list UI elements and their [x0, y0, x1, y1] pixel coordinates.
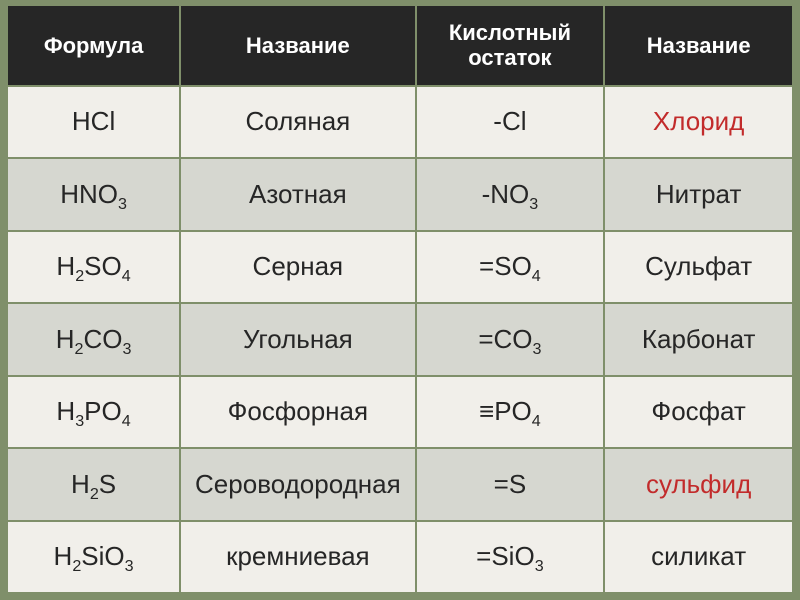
col-header-residue-name: Название — [605, 6, 792, 85]
cell-formula: HNO3 — [8, 159, 179, 229]
table-row: H3PO4Фосфорная≡PO4Фосфат — [8, 377, 792, 447]
table-row: H2SO4Серная=SO4Сульфат — [8, 232, 792, 302]
cell-residue: =SO4 — [417, 232, 604, 302]
col-header-name: Название — [181, 6, 414, 85]
cell-residue: -NO3 — [417, 159, 604, 229]
cell-formula: H3PO4 — [8, 377, 179, 447]
cell-residue: =SiO3 — [417, 522, 604, 593]
cell-residue-name: Карбонат — [605, 304, 792, 374]
col-header-formula: Формула — [8, 6, 179, 85]
cell-formula: H2CO3 — [8, 304, 179, 374]
cell-formula: HCl — [8, 87, 179, 157]
table-body: HClСоляная-ClХлоридHNO3Азотная-NO3Нитрат… — [8, 87, 792, 592]
cell-residue-name: Фосфат — [605, 377, 792, 447]
cell-name: Серная — [181, 232, 414, 302]
cell-formula: H2SiO3 — [8, 522, 179, 593]
cell-residue: ≡PO4 — [417, 377, 604, 447]
acid-table: Формула Название Кислотный остаток Назва… — [6, 4, 794, 594]
cell-name: Фосфорная — [181, 377, 414, 447]
cell-residue-name: сульфид — [605, 449, 792, 519]
cell-formula: H2S — [8, 449, 179, 519]
table-row: H2SСероводородная=Sсульфид — [8, 449, 792, 519]
col-header-residue: Кислотный остаток — [417, 6, 604, 85]
cell-residue-name: силикат — [605, 522, 792, 593]
cell-name: Угольная — [181, 304, 414, 374]
table-row: HNO3Азотная-NO3Нитрат — [8, 159, 792, 229]
cell-name: Азотная — [181, 159, 414, 229]
table-container: Формула Название Кислотный остаток Назва… — [0, 0, 800, 600]
cell-residue: =CO3 — [417, 304, 604, 374]
table-row: H2SiO3кремниевая=SiO3силикат — [8, 522, 792, 593]
cell-residue: -Cl — [417, 87, 604, 157]
table-row: H2CO3Угольная=CO3Карбонат — [8, 304, 792, 374]
cell-residue: =S — [417, 449, 604, 519]
cell-residue-name: Нитрат — [605, 159, 792, 229]
cell-formula: H2SO4 — [8, 232, 179, 302]
header-row: Формула Название Кислотный остаток Назва… — [8, 6, 792, 85]
cell-residue-name: Сульфат — [605, 232, 792, 302]
cell-name: Сероводородная — [181, 449, 414, 519]
cell-name: кремниевая — [181, 522, 414, 593]
cell-residue-name: Хлорид — [605, 87, 792, 157]
cell-name: Соляная — [181, 87, 414, 157]
table-row: HClСоляная-ClХлорид — [8, 87, 792, 157]
